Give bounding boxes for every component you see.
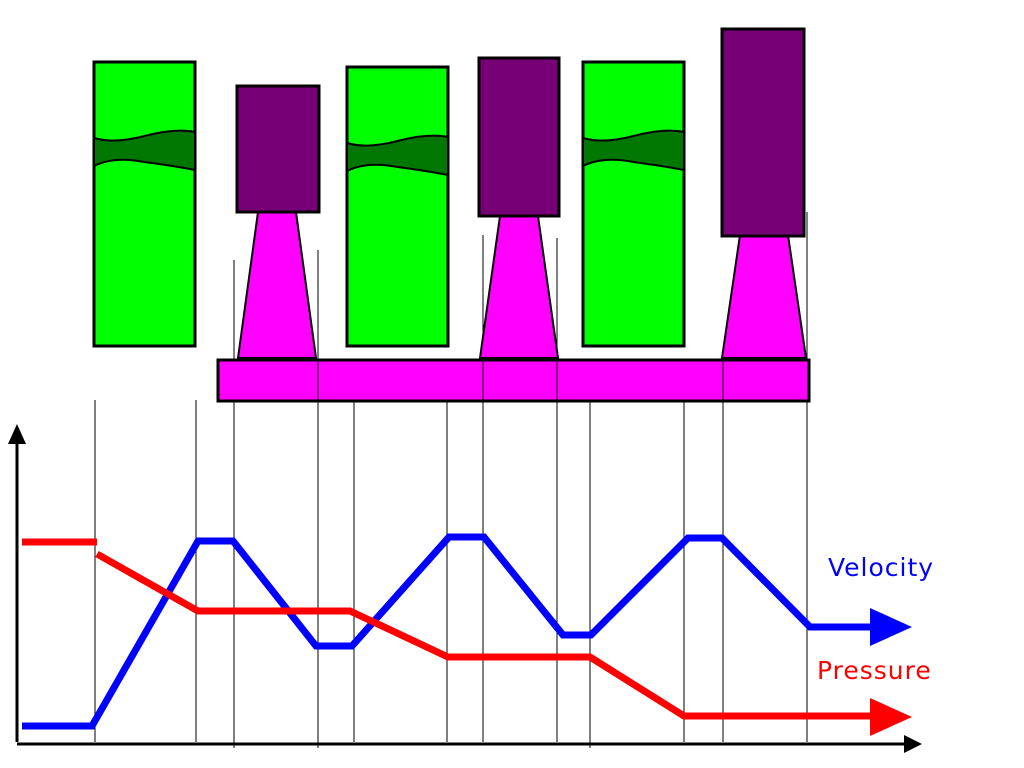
fixed-blade-2 [345, 65, 450, 348]
fixed-blade-band [346, 134, 449, 177]
velocity-arrow [870, 608, 912, 646]
base-bar [216, 358, 811, 403]
x-axis-arrow [904, 735, 922, 753]
moving-blade-2 [477, 56, 561, 218]
fixed-blade-band [93, 129, 196, 172]
fixed-blade-3 [581, 60, 686, 348]
y-axis-arrow [8, 424, 26, 444]
plot-axes [8, 424, 922, 753]
fixed-blade-1 [92, 60, 197, 348]
pressure-arrow [870, 698, 912, 736]
moving-blade-1 [235, 84, 321, 214]
blade-row [92, 27, 811, 403]
fixed-blade-band [582, 129, 685, 172]
nozzle-1 [236, 211, 318, 359]
velocity-curve [22, 533, 876, 730]
plot-curves [22, 533, 912, 736]
fixed-blade-body [92, 60, 197, 348]
fixed-blade-body [581, 60, 686, 348]
nozzle-2 [478, 215, 560, 359]
nozzle-3 [720, 234, 808, 359]
fixed-blade-body [345, 65, 450, 348]
moving-blade-3 [720, 27, 806, 238]
stage-guide-lines [94, 212, 808, 748]
pressure-curve [95, 550, 876, 720]
